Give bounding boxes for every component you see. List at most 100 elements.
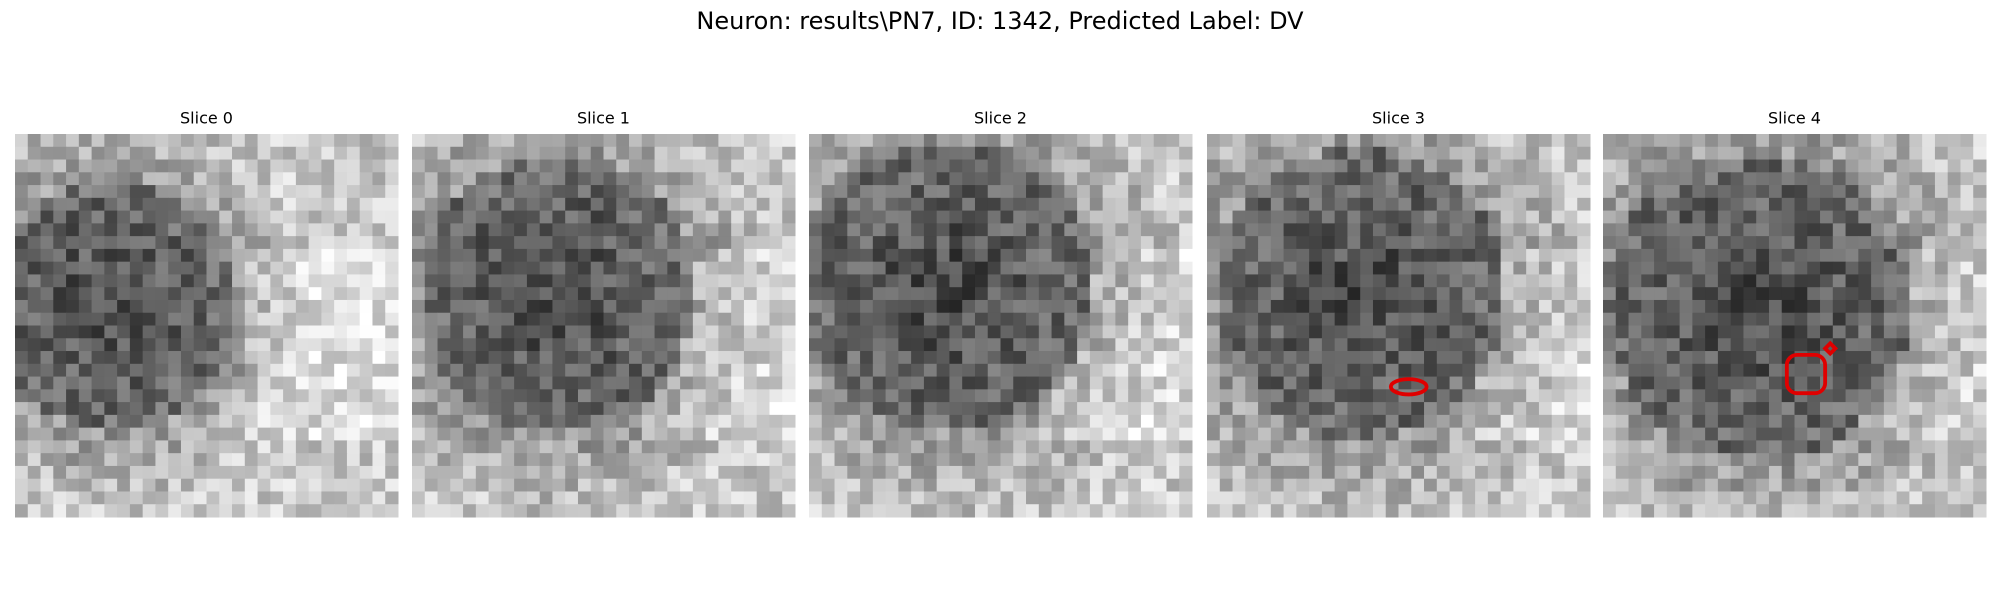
pixel [1743, 491, 1757, 505]
pixel [680, 197, 694, 212]
pixel [1551, 338, 1565, 352]
pixel [1064, 274, 1078, 288]
pixel [1756, 427, 1770, 441]
pixel [1296, 261, 1310, 275]
pixel [1947, 402, 1961, 416]
pixel [821, 491, 836, 505]
slice-image [809, 134, 1193, 518]
pixel [1820, 465, 1834, 480]
pixel [1807, 134, 1821, 148]
pixel [1603, 134, 1617, 148]
pixel [552, 363, 566, 378]
pixel [40, 363, 54, 378]
pixel [91, 491, 105, 505]
pixel [1385, 261, 1399, 275]
pixel [1153, 223, 1167, 237]
pixel [1077, 210, 1091, 224]
pixel [923, 185, 938, 199]
pixel [1102, 210, 1116, 224]
pixel [1526, 491, 1540, 505]
pixel [1781, 159, 1795, 173]
pixel [206, 491, 220, 505]
pixel [1051, 453, 1065, 467]
pixel [424, 248, 439, 263]
pixel [334, 172, 348, 186]
pixel [1296, 185, 1310, 199]
pixel [514, 261, 528, 275]
pixel [206, 159, 220, 173]
pixel [911, 351, 925, 365]
pixel [155, 159, 169, 173]
pixel [1283, 453, 1297, 467]
pixel [1947, 504, 1961, 518]
pixel [1615, 414, 1630, 429]
pixel [1845, 210, 1859, 224]
pixel [437, 376, 451, 390]
pixel [193, 172, 207, 186]
pixel [1140, 376, 1155, 390]
pixel [1641, 504, 1655, 518]
pixel [860, 453, 874, 467]
pixel [1000, 363, 1014, 378]
pixel [756, 146, 770, 161]
pixel [603, 146, 617, 161]
pixel [974, 146, 989, 161]
pixel [104, 261, 118, 275]
pixel [1296, 491, 1310, 505]
pixel [206, 197, 220, 212]
pixel [1077, 185, 1091, 199]
pixel [718, 185, 732, 199]
pixel [1896, 351, 1910, 365]
pixel [1692, 312, 1706, 326]
pixel [1641, 453, 1655, 467]
pixel [1654, 261, 1668, 275]
pixel [1820, 146, 1834, 161]
pixel [385, 172, 399, 186]
pixel [1768, 146, 1783, 161]
pixel [1756, 172, 1770, 186]
pixel [1960, 197, 1974, 212]
pixel [731, 453, 745, 467]
pixel [1500, 185, 1514, 199]
pixel [1411, 236, 1425, 250]
pixel [1628, 236, 1642, 250]
pixel [974, 236, 989, 250]
pixel [1705, 389, 1719, 403]
pixel [1666, 427, 1681, 441]
pixel [590, 146, 604, 161]
pixel [1705, 363, 1719, 378]
pixel [692, 363, 707, 378]
pixel [450, 402, 464, 416]
pixel [1666, 351, 1681, 365]
pixel [782, 504, 796, 518]
pixel [450, 363, 464, 378]
pixel [743, 504, 758, 518]
pixel [974, 223, 989, 237]
pixel [1128, 453, 1142, 467]
pixel [308, 197, 322, 212]
pixel [1245, 363, 1259, 378]
pixel [911, 236, 925, 250]
pixel [872, 376, 887, 390]
pixel [1321, 261, 1336, 275]
pixel [1641, 210, 1655, 224]
pixel [488, 134, 502, 148]
pixel [334, 248, 348, 263]
pixel [629, 414, 643, 429]
pixel [847, 453, 861, 467]
pixel [577, 287, 592, 301]
pixel [1398, 159, 1412, 173]
pixel [1845, 363, 1859, 378]
pixel [603, 287, 617, 301]
pixel [180, 453, 195, 467]
pixel [1692, 427, 1706, 441]
pixel [1077, 172, 1091, 186]
pixel [782, 185, 796, 199]
pixel [1436, 414, 1451, 429]
pixel [1051, 363, 1065, 378]
pixel [1896, 312, 1910, 326]
pixel [1232, 389, 1246, 403]
pixel [463, 236, 477, 250]
pixel [104, 312, 118, 326]
pixel [1692, 134, 1706, 148]
